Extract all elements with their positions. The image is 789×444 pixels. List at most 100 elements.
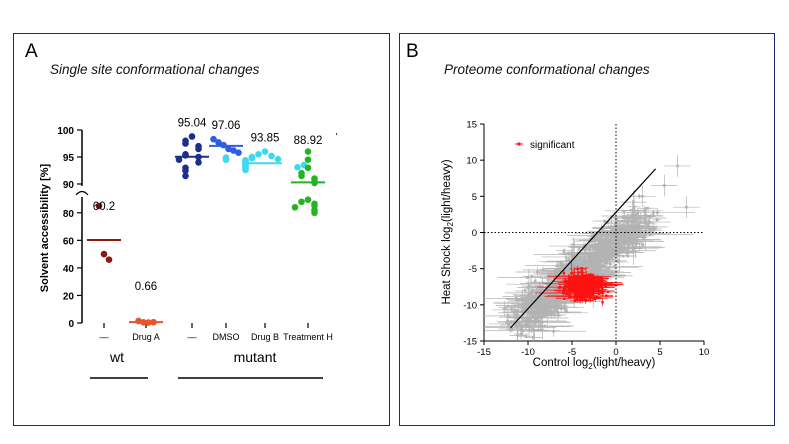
data-point — [235, 149, 242, 156]
data-point — [627, 239, 631, 242]
data-point — [611, 253, 615, 257]
y-tick-label-lower: 60 — [63, 236, 75, 247]
data-point — [631, 227, 635, 230]
data-point — [588, 256, 591, 259]
data-point — [621, 247, 624, 251]
data-point — [555, 270, 559, 274]
data-point — [636, 211, 640, 214]
data-point — [572, 285, 575, 288]
data-point — [622, 215, 625, 218]
data-point — [587, 284, 590, 287]
y-tick-label-lower: 20 — [63, 291, 75, 302]
data-point — [645, 222, 649, 226]
data-point — [582, 244, 586, 248]
data-point — [630, 236, 634, 239]
data-point — [604, 283, 607, 286]
panel-b-letter: B — [406, 41, 419, 62]
data-point — [585, 283, 589, 286]
data-point — [538, 324, 542, 327]
data-point — [560, 301, 563, 305]
data-point — [585, 292, 589, 296]
x-tick-label: Drug B — [251, 332, 279, 342]
data-point — [631, 213, 634, 216]
data-point — [629, 234, 633, 238]
data-point — [521, 329, 524, 333]
data-point — [612, 249, 616, 252]
data-point — [525, 276, 529, 279]
legend-marker — [517, 142, 521, 146]
data-point — [563, 272, 567, 275]
data-point — [663, 184, 666, 187]
data-point — [175, 156, 183, 163]
data-point — [585, 247, 588, 250]
data-point — [559, 307, 563, 310]
data-point — [510, 308, 513, 311]
data-point — [574, 262, 577, 265]
panel-a: A Single site conformational changes — [13, 33, 390, 426]
x-tick-label: Drug A — [132, 332, 160, 342]
data-point — [574, 288, 577, 292]
data-point — [542, 312, 546, 316]
data-point — [579, 292, 583, 295]
data-point — [629, 215, 633, 219]
data-point — [622, 241, 626, 245]
data-point — [291, 203, 299, 211]
data-point — [526, 325, 529, 328]
data-point — [536, 315, 539, 318]
data-point — [298, 198, 305, 206]
data-point — [551, 313, 555, 317]
data-point — [587, 289, 590, 292]
y-tick-label-upper: 100 — [57, 126, 74, 137]
data-point — [643, 209, 646, 213]
chart-a-group-label-mutant: mutant — [234, 349, 277, 365]
data-point — [567, 276, 571, 280]
data-point — [528, 311, 531, 315]
data-point — [545, 309, 549, 313]
data-point — [541, 310, 545, 313]
data-point — [261, 148, 269, 155]
data-point — [545, 313, 549, 317]
data-point — [597, 231, 601, 235]
data-point — [603, 219, 607, 223]
data-point — [182, 172, 189, 180]
chart-b-xlabel: Control log2(light/heavy) — [533, 357, 656, 371]
data-point — [624, 249, 628, 253]
data-point — [536, 270, 539, 274]
data-point — [621, 235, 624, 239]
data-point — [583, 266, 587, 270]
data-point — [544, 298, 548, 302]
data-point — [655, 218, 659, 222]
data-point — [560, 298, 564, 301]
data-point — [534, 320, 538, 323]
data-point — [520, 327, 523, 331]
data-point — [632, 200, 635, 204]
data-point — [513, 309, 517, 313]
x-tick-label: — — [188, 332, 197, 342]
data-point — [595, 243, 598, 246]
data-point — [601, 243, 604, 247]
data-point — [608, 256, 612, 259]
data-point — [574, 293, 577, 296]
data-point — [523, 308, 527, 311]
data-point — [562, 249, 566, 253]
data-point — [546, 290, 549, 294]
y-tick-label-lower: 40 — [63, 264, 75, 275]
data-point — [538, 306, 542, 310]
data-point — [554, 273, 557, 276]
data-point — [577, 281, 580, 285]
data-point — [311, 209, 318, 217]
data-point — [621, 219, 625, 223]
data-point — [601, 240, 605, 243]
data-point — [610, 271, 614, 274]
data-point — [599, 246, 602, 250]
data-point — [571, 276, 575, 279]
data-point — [632, 245, 636, 249]
data-point — [526, 322, 529, 326]
data-point — [182, 167, 189, 174]
x-tick-label: Treatment H — [283, 332, 333, 342]
data-point — [534, 294, 537, 297]
data-point — [590, 234, 594, 237]
data-point — [527, 319, 531, 322]
data-point — [549, 311, 553, 315]
